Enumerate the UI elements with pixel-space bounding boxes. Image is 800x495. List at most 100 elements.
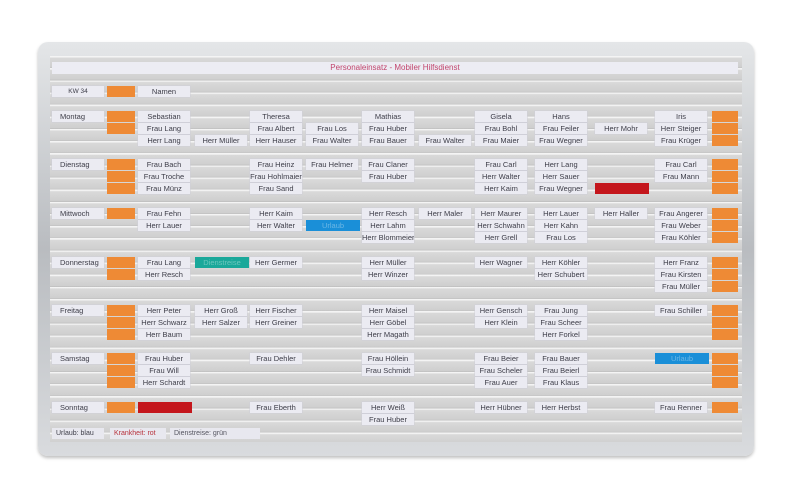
name-card[interactable]: Herr Peter <box>138 305 190 316</box>
name-card[interactable]: Herr Magath <box>362 329 414 341</box>
name-card[interactable]: Herr Fischer <box>250 305 302 316</box>
name-card[interactable]: Herr Steiger <box>655 123 707 135</box>
name-card[interactable]: Herr Resch <box>138 269 190 281</box>
name-card[interactable]: Herr Forkel <box>535 329 587 341</box>
name-card[interactable]: Frau Troche <box>138 171 190 183</box>
name-card[interactable]: Herr Wagner <box>475 257 527 268</box>
name-card[interactable]: Frau Eberth <box>250 402 302 413</box>
name-card[interactable]: Herr Köhler <box>535 257 587 268</box>
name-card[interactable]: Herr Maurer <box>475 208 527 219</box>
name-card[interactable]: Herr Baum <box>138 329 190 341</box>
name-card[interactable]: Frau Dehler <box>250 353 302 364</box>
name-card[interactable]: Herr Hauser <box>250 135 302 147</box>
name-card[interactable]: Frau Schiller <box>655 305 707 316</box>
name-card[interactable]: Herr Resch <box>362 208 414 219</box>
name-card[interactable]: Frau Köhler <box>655 232 707 244</box>
name-card[interactable]: Frau Huber <box>362 171 414 183</box>
name-card[interactable]: Frau Beier <box>475 353 527 364</box>
name-card[interactable]: Herr Gensch <box>475 305 527 316</box>
name-card[interactable]: Frau Huber <box>362 123 414 135</box>
name-card[interactable]: Frau Carl <box>475 159 527 170</box>
name-card[interactable]: Herr Lauer <box>535 208 587 219</box>
name-card[interactable]: Frau Maier <box>475 135 527 147</box>
name-card[interactable]: Herr Müller <box>362 257 414 268</box>
name-card[interactable]: Frau Klaus <box>535 377 587 389</box>
name-card[interactable]: Frau Lang <box>138 123 190 135</box>
name-card[interactable]: Herr Winzer <box>362 269 414 281</box>
name-card[interactable]: Frau Heinz <box>250 159 302 170</box>
name-card[interactable]: Frau Mann <box>655 171 707 183</box>
name-card[interactable]: Herr Lang <box>535 159 587 170</box>
name-card[interactable]: Frau Kirsten <box>655 269 707 281</box>
name-card[interactable]: Herr Schwahn <box>475 220 527 232</box>
name-card[interactable]: Herr Klein <box>475 317 527 329</box>
marker-card-blue[interactable]: Urlaub <box>655 353 709 364</box>
name-card[interactable]: Frau Höllein <box>362 353 414 364</box>
name-card[interactable]: Herr Maisel <box>362 305 414 316</box>
name-card[interactable]: Frau Fehn <box>138 208 190 219</box>
name-card[interactable]: Herr Kaim <box>250 208 302 219</box>
name-card[interactable]: Herr Grell <box>475 232 527 244</box>
name-card[interactable]: Herr Mohr <box>595 123 647 135</box>
name-card[interactable]: Iris <box>655 111 707 122</box>
name-card[interactable]: Herr Groß <box>195 305 247 316</box>
name-card[interactable]: Frau Müller <box>655 281 707 293</box>
marker-card-red[interactable] <box>138 402 192 413</box>
name-card[interactable]: Herr Schubert <box>535 269 587 281</box>
marker-card-green[interactable]: Dienstreise <box>195 257 249 268</box>
name-card[interactable]: Herr Göbel <box>362 317 414 329</box>
name-card[interactable]: Frau Scheer <box>535 317 587 329</box>
name-card[interactable]: Sebastian <box>138 111 190 122</box>
name-card[interactable]: Frau Los <box>306 123 358 135</box>
name-card[interactable]: Mathias <box>362 111 414 122</box>
name-card[interactable]: Frau Claner <box>362 159 414 170</box>
name-card[interactable]: Herr Weiß <box>362 402 414 413</box>
name-card[interactable]: Frau Helmer <box>306 159 358 170</box>
name-card[interactable]: Frau Huber <box>138 353 190 364</box>
name-card[interactable]: Herr Lauer <box>138 220 190 232</box>
name-card[interactable]: Herr Sauer <box>535 171 587 183</box>
name-card[interactable]: Frau Beierl <box>535 365 587 377</box>
name-card[interactable]: Herr Hübner <box>475 402 527 413</box>
name-card[interactable]: Herr Müller <box>195 135 247 147</box>
name-card[interactable]: Herr Lahm <box>362 220 414 232</box>
name-card[interactable]: Frau Scheler <box>475 365 527 377</box>
name-card[interactable]: Frau Angerer <box>655 208 707 219</box>
name-card[interactable]: Herr Germer <box>250 257 302 268</box>
name-card[interactable]: Herr Greiner <box>250 317 302 329</box>
name-card[interactable]: Herr Kahn <box>535 220 587 232</box>
name-card[interactable]: Frau Renner <box>655 402 707 413</box>
name-card[interactable]: Frau Huber <box>362 414 414 426</box>
name-card[interactable]: Frau Wegner <box>535 183 587 195</box>
name-card[interactable]: Frau Feiler <box>535 123 587 135</box>
name-card[interactable]: Herr Franz <box>655 257 707 268</box>
name-card[interactable]: Herr Salzer <box>195 317 247 329</box>
name-card[interactable]: Gisela <box>475 111 527 122</box>
name-card[interactable]: Herr Herbst <box>535 402 587 413</box>
name-card[interactable]: Frau Wegner <box>535 135 587 147</box>
name-card[interactable]: Frau Hohlmaier <box>250 171 302 183</box>
name-card[interactable]: Frau Bach <box>138 159 190 170</box>
name-card[interactable]: Frau Carl <box>655 159 707 170</box>
name-card[interactable]: Herr Kaim <box>475 183 527 195</box>
name-card[interactable]: Herr Schardt <box>138 377 190 389</box>
name-card[interactable]: Frau Will <box>138 365 190 377</box>
name-card[interactable]: Frau Walter <box>306 135 358 147</box>
name-card[interactable]: Herr Schwarz <box>138 317 190 329</box>
name-card[interactable]: Frau Weber <box>655 220 707 232</box>
name-card[interactable]: Herr Walter <box>250 220 302 232</box>
name-card[interactable]: Frau Schmidt <box>362 365 414 377</box>
name-card[interactable]: Frau Krüger <box>655 135 707 147</box>
name-card[interactable]: Frau Bauer <box>535 353 587 364</box>
name-card[interactable]: Frau Albert <box>250 123 302 135</box>
name-card[interactable]: Theresa <box>250 111 302 122</box>
name-card[interactable]: Frau Sand <box>250 183 302 195</box>
name-card[interactable]: Frau Walter <box>419 135 471 147</box>
name-card[interactable]: Frau Münz <box>138 183 190 195</box>
name-card[interactable]: Herr Maler <box>419 208 471 219</box>
name-card[interactable]: Herr Blommeier <box>362 232 414 244</box>
name-card[interactable]: Herr Lang <box>138 135 190 147</box>
marker-card-red[interactable] <box>595 183 649 195</box>
marker-card-blue[interactable]: Urlaub <box>306 220 360 232</box>
name-card[interactable]: Frau Auer <box>475 377 527 389</box>
